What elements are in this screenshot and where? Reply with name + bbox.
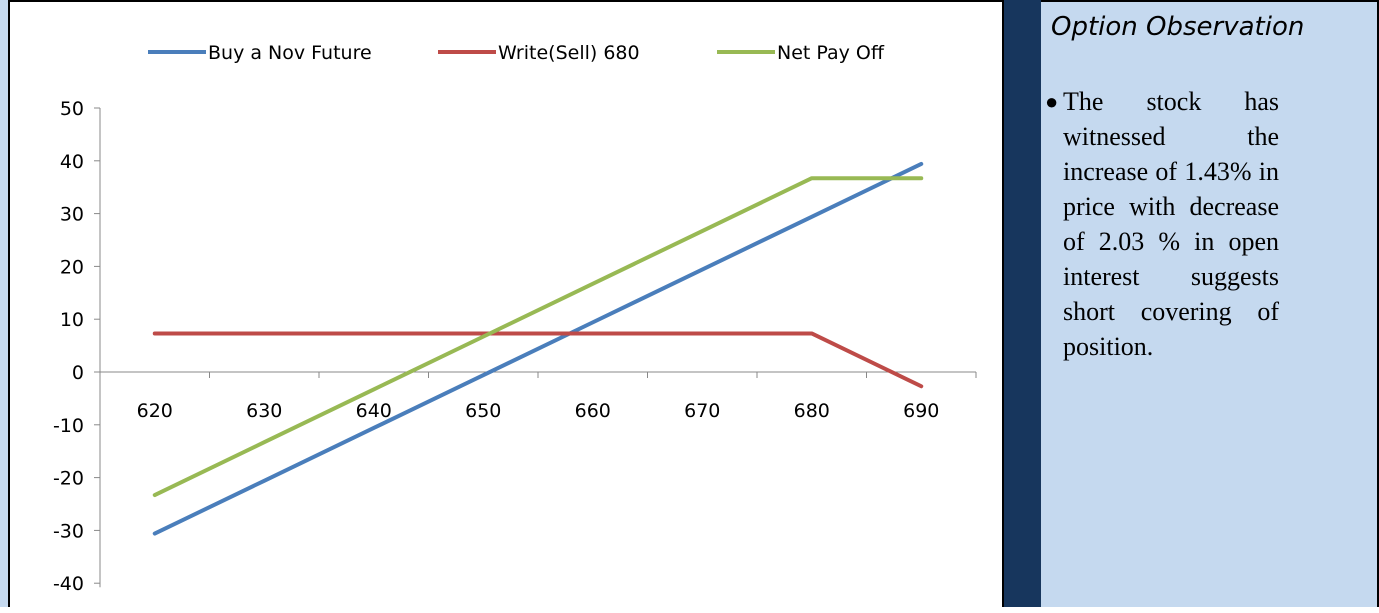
payoff-chart: Buy a Nov Future Write(Sell) 680 Net Pay O… — [53, 42, 977, 595]
x-tick-label: 640 — [356, 400, 392, 422]
legend-label: Net Pay Off — [777, 42, 885, 64]
bullet-dot-icon: ● — [1045, 89, 1059, 114]
y-tick-label: 0 — [72, 362, 84, 384]
option-observation-panel: Option Observation ● The stock has witne… — [1041, 0, 1379, 607]
x-tick-label: 690 — [903, 400, 939, 422]
x-tick-label: 620 — [137, 400, 173, 422]
series-lines — [152, 161, 924, 536]
chart-legend: Buy a Nov Future Write(Sell) 680 Net Pay O… — [148, 42, 885, 64]
x-tick-label: 630 — [246, 400, 282, 422]
y-tick-label: 40 — [60, 151, 84, 173]
legend-label: Write(Sell) 680 — [498, 42, 640, 64]
frame-left-bar — [0, 0, 8, 607]
observation-bullet-text: The stock has witnessed the increase of … — [1063, 87, 1279, 361]
series-line-3 — [152, 176, 924, 498]
x-tick-label: 680 — [794, 400, 830, 422]
observation-title: Option Observation — [1051, 12, 1305, 42]
x-tick-label: 670 — [684, 400, 720, 422]
x-tick-label: 650 — [465, 400, 501, 422]
y-tick-label: -30 — [53, 520, 84, 542]
y-tick-label: 30 — [60, 204, 84, 226]
chart-panel: Buy a Nov Future Write(Sell) 680 Net Pay O… — [8, 0, 1004, 607]
dark-divider-band — [1004, 0, 1041, 607]
y-tick-label: -20 — [53, 468, 84, 490]
y-tick-label: 10 — [60, 309, 84, 331]
y-tick-label: -10 — [53, 415, 84, 437]
series-line-1 — [152, 161, 924, 536]
y-tick-label: 50 — [60, 98, 84, 120]
y-axis: 50 40 30 20 10 0 -10 -20 -30 -40 — [53, 98, 101, 595]
y-tick-label: -40 — [53, 573, 84, 595]
observation-bullet: ● The stock has witnessed the increase o… — [1045, 84, 1279, 364]
series-line-2 — [152, 331, 924, 389]
x-tick-label: 660 — [575, 400, 611, 422]
legend-label: Buy a Nov Future — [208, 42, 372, 64]
x-axis: 620 630 640 650 660 670 680 690 — [99, 371, 977, 422]
y-tick-label: 20 — [60, 256, 84, 278]
